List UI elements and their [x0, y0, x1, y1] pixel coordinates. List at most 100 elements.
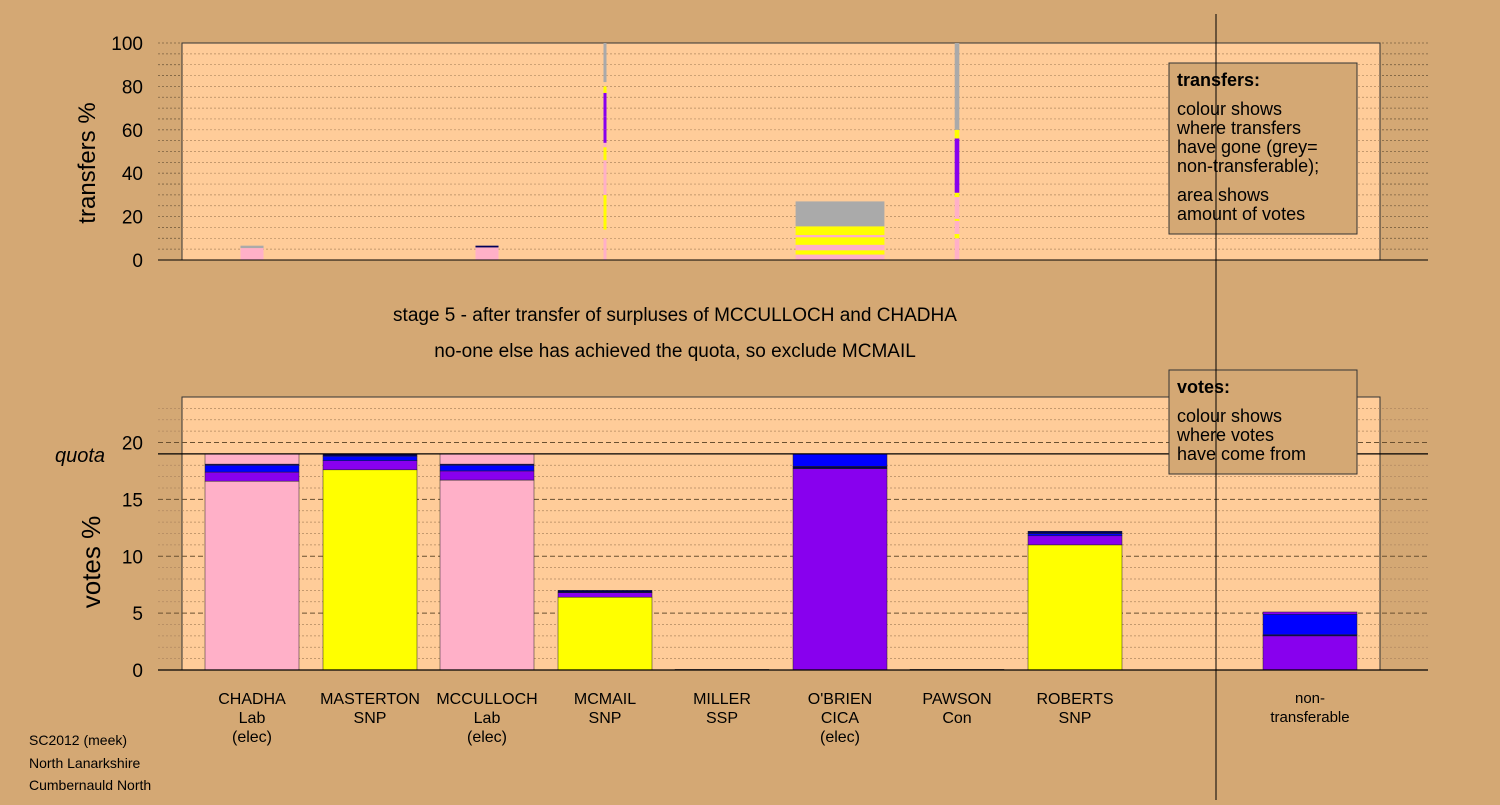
candidate-party: SSP	[706, 710, 738, 727]
candidate-name: CHADHA	[218, 691, 286, 708]
votes-tick-label: 5	[132, 604, 143, 625]
votes-legend-box	[1168, 369, 1358, 475]
vote-segment	[1027, 530, 1123, 534]
transfer-segment	[795, 235, 885, 238]
vote-segment	[322, 455, 418, 461]
votes-tick-label: 0	[132, 661, 143, 682]
transfer-segment	[475, 245, 499, 248]
transfers-bars	[240, 43, 960, 260]
vote-segment	[204, 453, 300, 465]
footer-ward: Cumbernauld North	[29, 777, 151, 793]
transfer-segment	[795, 254, 885, 260]
transfers-tick-label: 40	[122, 164, 143, 185]
transfer-segment	[603, 238, 607, 260]
transfer-segment	[795, 244, 885, 251]
votes-tick-label: 20	[122, 434, 143, 455]
transfer-segment	[954, 218, 960, 221]
vote-segment	[204, 471, 300, 482]
vote-segment	[204, 465, 300, 473]
votes-legend-line: colour shows	[1177, 406, 1282, 426]
footer-council: North Lanarkshire	[29, 755, 140, 771]
candidate-party: Lab	[474, 710, 501, 727]
transfers-legend: transfers: colour shows where transfers …	[1168, 62, 1358, 235]
transfer-segment	[603, 92, 607, 117]
transfer-segment	[603, 194, 607, 230]
vote-segment	[322, 460, 418, 471]
vote-segment	[792, 466, 888, 469]
candidate-party: SNP	[589, 710, 622, 727]
footer-election: SC2012 (meek)	[29, 732, 127, 748]
transfer-segment	[603, 116, 607, 130]
transfer-segment	[795, 226, 885, 236]
votes-tick-label: 15	[122, 490, 143, 511]
candidate-party: SNP	[354, 710, 387, 727]
votes-legend-heading: votes:	[1177, 377, 1230, 397]
vote-segment	[439, 453, 535, 465]
transfers-legend-line: where transfers	[1176, 118, 1301, 138]
stage-title: stage 5 - after transfer of surpluses of…	[393, 305, 957, 326]
transfer-segment	[954, 129, 960, 139]
transfers-y-axis: 0 20 40 60 80 100	[111, 34, 1428, 272]
transfer-segment	[954, 138, 960, 193]
candidate-name: ROBERTS	[1036, 691, 1113, 708]
transfers-legend-line: have gone (grey=	[1177, 137, 1318, 157]
transfer-segment	[795, 250, 885, 255]
quota-label: quota	[55, 445, 105, 467]
nontransferable-segment	[1262, 611, 1358, 615]
transfers-tick-label: 60	[122, 121, 143, 142]
candidate-party: Lab	[239, 710, 266, 727]
candidate-name: MILLER	[693, 691, 751, 708]
transfers-legend-line: non-transferable);	[1177, 156, 1319, 176]
candidate-party: SNP	[1059, 710, 1092, 727]
transfer-segment	[240, 248, 264, 260]
transfer-segment	[475, 247, 499, 260]
stage-subtitle: no-one else has achieved the quota, so e…	[434, 341, 916, 362]
transfer-segment	[954, 238, 960, 260]
vote-segment	[557, 596, 653, 671]
votes-legend-line: have come from	[1177, 444, 1306, 464]
vote-segment	[322, 469, 418, 671]
nontransferable-label: non-	[1295, 690, 1325, 707]
vote-segment	[557, 590, 653, 593]
transfer-segment	[954, 43, 960, 130]
candidate-party: CICA	[821, 710, 860, 727]
nontransferable-segment	[1262, 614, 1358, 635]
candidate-party: Con	[942, 710, 971, 727]
transfers-tick-label: 20	[122, 208, 143, 229]
transfer-segment	[954, 233, 960, 239]
vote-segment	[1027, 533, 1123, 537]
votes-y-axis-label: votes %	[76, 516, 106, 609]
transfer-segment	[795, 201, 885, 227]
vote-segment	[439, 470, 535, 481]
vote-segment	[792, 453, 888, 467]
votes-legend-line: where votes	[1176, 425, 1274, 445]
transfers-legend-heading: transfers:	[1177, 70, 1260, 90]
transfer-segment	[603, 160, 607, 195]
candidate-name: MASTERTON	[320, 691, 420, 708]
transfer-segment	[954, 197, 960, 219]
transfer-segment	[954, 192, 960, 198]
candidate-status: (elec)	[232, 729, 272, 746]
votes-legend: votes: colour shows where votes have com…	[1168, 369, 1358, 475]
vote-segment	[1027, 544, 1123, 671]
transfers-legend-box	[1168, 62, 1358, 235]
nontransferable-label: transferable	[1270, 709, 1349, 726]
transfer-segment	[603, 43, 607, 83]
nontransferable-segment	[1262, 635, 1358, 671]
transfers-legend-line: colour shows	[1177, 99, 1282, 119]
transfer-segment	[795, 237, 885, 245]
transfers-tick-label: 80	[122, 77, 143, 98]
candidate-name: O'BRIEN	[808, 691, 872, 708]
votes-bars	[204, 453, 1358, 671]
candidate-status: (elec)	[467, 729, 507, 746]
candidate-labels: CHADHA Lab (elec) MASTERTON SNP MCCULLOCH Lab (…	[218, 690, 1349, 746]
transfers-y-axis-label: transfers %	[74, 102, 101, 223]
vote-segment	[439, 465, 535, 472]
candidate-name: MCMAIL	[574, 691, 636, 708]
transfers-legend-line: amount of votes	[1177, 204, 1305, 224]
transfer-segment	[603, 129, 607, 143]
transfer-segment	[240, 245, 264, 249]
candidate-status: (elec)	[820, 729, 860, 746]
